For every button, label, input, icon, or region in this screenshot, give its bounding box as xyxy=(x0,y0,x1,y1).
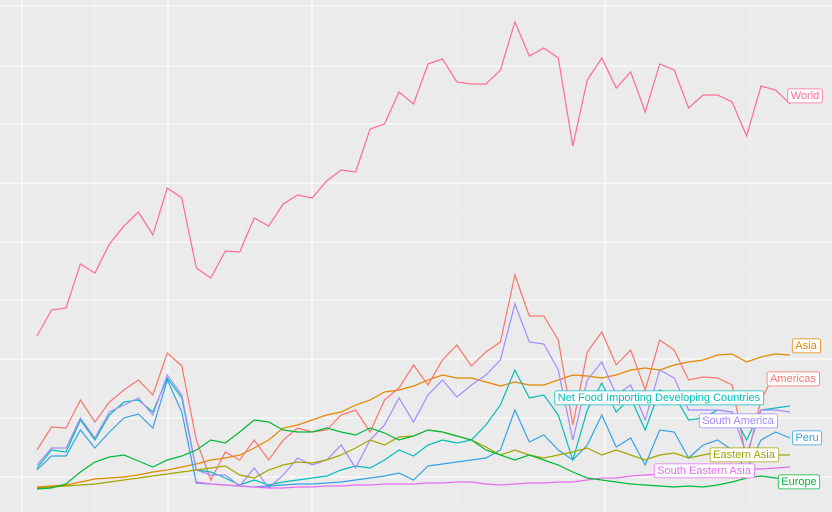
series-label-text: Peru xyxy=(795,432,818,444)
series-label: Eastern Asia xyxy=(709,447,780,463)
series-label-text: South America xyxy=(702,415,774,427)
series-label: Europe xyxy=(777,474,821,490)
series-label-box xyxy=(777,474,821,490)
series-label-box xyxy=(766,371,820,387)
series-line xyxy=(36,378,791,488)
series-label-text: Americas xyxy=(770,373,816,385)
series-label: World xyxy=(787,88,823,104)
series-label: South Eastern Asia xyxy=(653,463,756,479)
series-label-text: Net Food Importing Developing Countries xyxy=(558,392,761,404)
series-label-box xyxy=(653,463,756,479)
series-line xyxy=(36,302,791,489)
series-line xyxy=(36,20,791,337)
series-label: Americas xyxy=(766,371,820,387)
series-label: Net Food Importing Developing Countries xyxy=(554,390,765,406)
series-label-text: Europe xyxy=(781,476,816,488)
series-label-text: Asia xyxy=(795,340,817,352)
series-label: Peru xyxy=(791,430,823,446)
series-label-box xyxy=(787,88,823,104)
series-line xyxy=(36,419,791,490)
series-label-text: World xyxy=(791,90,820,102)
series-line xyxy=(36,353,791,488)
series-label-text: South Eastern Asia xyxy=(657,465,751,477)
series-label-box xyxy=(791,338,821,354)
series-label-box xyxy=(554,390,765,406)
series-label-box xyxy=(709,447,780,463)
series-label: Asia xyxy=(791,338,821,354)
series-label: South America xyxy=(698,413,779,429)
series-label-box xyxy=(791,430,823,446)
series-label-text: Eastern Asia xyxy=(713,449,776,461)
series-line xyxy=(36,272,791,482)
series-label-box xyxy=(698,413,779,429)
